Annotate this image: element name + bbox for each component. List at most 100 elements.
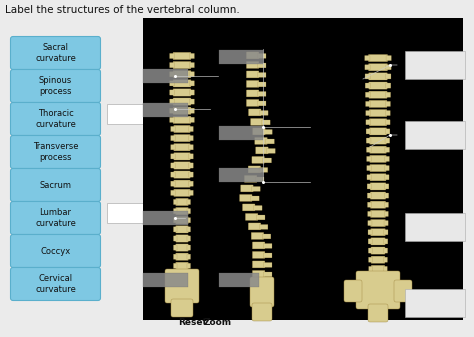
FancyBboxPatch shape xyxy=(386,83,391,88)
FancyBboxPatch shape xyxy=(173,70,191,78)
FancyBboxPatch shape xyxy=(171,135,175,141)
Text: Spinous
process: Spinous process xyxy=(39,76,72,96)
Text: Transverse
process: Transverse process xyxy=(33,142,78,162)
FancyBboxPatch shape xyxy=(246,81,259,87)
FancyBboxPatch shape xyxy=(176,235,188,242)
FancyBboxPatch shape xyxy=(386,65,391,70)
FancyBboxPatch shape xyxy=(174,180,190,187)
FancyBboxPatch shape xyxy=(371,219,385,227)
FancyBboxPatch shape xyxy=(171,172,175,177)
FancyBboxPatch shape xyxy=(176,198,188,206)
FancyBboxPatch shape xyxy=(262,120,270,125)
FancyBboxPatch shape xyxy=(176,244,188,251)
Bar xyxy=(405,51,465,79)
FancyBboxPatch shape xyxy=(367,193,372,198)
Bar xyxy=(219,50,263,64)
FancyBboxPatch shape xyxy=(187,227,191,232)
FancyBboxPatch shape xyxy=(174,125,190,133)
FancyBboxPatch shape xyxy=(365,56,370,61)
FancyBboxPatch shape xyxy=(257,82,266,87)
FancyBboxPatch shape xyxy=(384,211,388,216)
FancyBboxPatch shape xyxy=(368,211,372,216)
Bar xyxy=(143,103,188,117)
FancyBboxPatch shape xyxy=(366,120,371,125)
FancyBboxPatch shape xyxy=(265,139,274,144)
FancyBboxPatch shape xyxy=(171,145,175,150)
FancyBboxPatch shape xyxy=(385,92,391,97)
FancyBboxPatch shape xyxy=(189,163,193,168)
FancyBboxPatch shape xyxy=(255,147,268,154)
FancyBboxPatch shape xyxy=(385,165,389,171)
Bar xyxy=(219,273,259,287)
FancyBboxPatch shape xyxy=(369,82,387,89)
FancyBboxPatch shape xyxy=(367,184,372,189)
FancyBboxPatch shape xyxy=(10,168,100,202)
FancyBboxPatch shape xyxy=(385,156,390,161)
FancyBboxPatch shape xyxy=(263,263,272,267)
FancyBboxPatch shape xyxy=(239,194,252,202)
FancyBboxPatch shape xyxy=(171,190,175,195)
FancyBboxPatch shape xyxy=(173,116,191,123)
FancyBboxPatch shape xyxy=(171,163,175,168)
Bar xyxy=(405,289,465,317)
FancyBboxPatch shape xyxy=(385,147,390,152)
FancyBboxPatch shape xyxy=(171,154,175,159)
FancyBboxPatch shape xyxy=(190,99,194,104)
FancyBboxPatch shape xyxy=(370,192,386,199)
FancyBboxPatch shape xyxy=(370,164,386,172)
FancyBboxPatch shape xyxy=(371,256,385,263)
FancyBboxPatch shape xyxy=(368,55,388,62)
FancyBboxPatch shape xyxy=(368,257,373,262)
FancyBboxPatch shape xyxy=(173,245,177,250)
FancyBboxPatch shape xyxy=(173,218,177,223)
FancyBboxPatch shape xyxy=(170,72,174,77)
FancyBboxPatch shape xyxy=(344,280,362,302)
FancyBboxPatch shape xyxy=(10,36,100,69)
FancyBboxPatch shape xyxy=(370,183,386,190)
FancyBboxPatch shape xyxy=(370,146,386,153)
FancyBboxPatch shape xyxy=(263,158,272,163)
FancyBboxPatch shape xyxy=(189,181,193,186)
FancyBboxPatch shape xyxy=(384,193,389,198)
FancyBboxPatch shape xyxy=(246,90,259,97)
Bar xyxy=(143,211,188,225)
FancyBboxPatch shape xyxy=(365,83,370,88)
FancyBboxPatch shape xyxy=(10,102,100,135)
FancyBboxPatch shape xyxy=(368,230,372,235)
FancyBboxPatch shape xyxy=(257,92,266,96)
Bar xyxy=(405,213,465,241)
FancyBboxPatch shape xyxy=(190,117,194,122)
FancyBboxPatch shape xyxy=(190,53,194,59)
FancyBboxPatch shape xyxy=(174,144,190,151)
FancyBboxPatch shape xyxy=(170,108,174,113)
FancyBboxPatch shape xyxy=(369,266,373,272)
Bar xyxy=(219,168,263,182)
FancyBboxPatch shape xyxy=(189,135,193,141)
FancyBboxPatch shape xyxy=(263,272,272,277)
FancyBboxPatch shape xyxy=(187,263,191,269)
FancyBboxPatch shape xyxy=(248,223,261,230)
FancyBboxPatch shape xyxy=(189,126,193,131)
FancyBboxPatch shape xyxy=(367,175,372,180)
FancyBboxPatch shape xyxy=(366,111,371,116)
FancyBboxPatch shape xyxy=(174,189,190,196)
Text: Thoracic
curvature: Thoracic curvature xyxy=(35,109,76,129)
FancyBboxPatch shape xyxy=(10,202,100,235)
FancyBboxPatch shape xyxy=(368,304,388,322)
FancyBboxPatch shape xyxy=(243,204,255,211)
FancyBboxPatch shape xyxy=(367,165,371,171)
FancyBboxPatch shape xyxy=(259,111,268,115)
FancyBboxPatch shape xyxy=(250,277,274,307)
FancyBboxPatch shape xyxy=(248,166,261,173)
FancyBboxPatch shape xyxy=(255,177,264,182)
FancyBboxPatch shape xyxy=(257,72,266,78)
FancyBboxPatch shape xyxy=(365,101,371,106)
FancyBboxPatch shape xyxy=(190,62,194,68)
FancyBboxPatch shape xyxy=(246,71,259,78)
FancyBboxPatch shape xyxy=(383,266,387,272)
FancyBboxPatch shape xyxy=(257,54,266,58)
FancyBboxPatch shape xyxy=(253,128,265,135)
FancyBboxPatch shape xyxy=(366,129,371,134)
FancyBboxPatch shape xyxy=(248,109,261,116)
FancyBboxPatch shape xyxy=(190,108,194,113)
